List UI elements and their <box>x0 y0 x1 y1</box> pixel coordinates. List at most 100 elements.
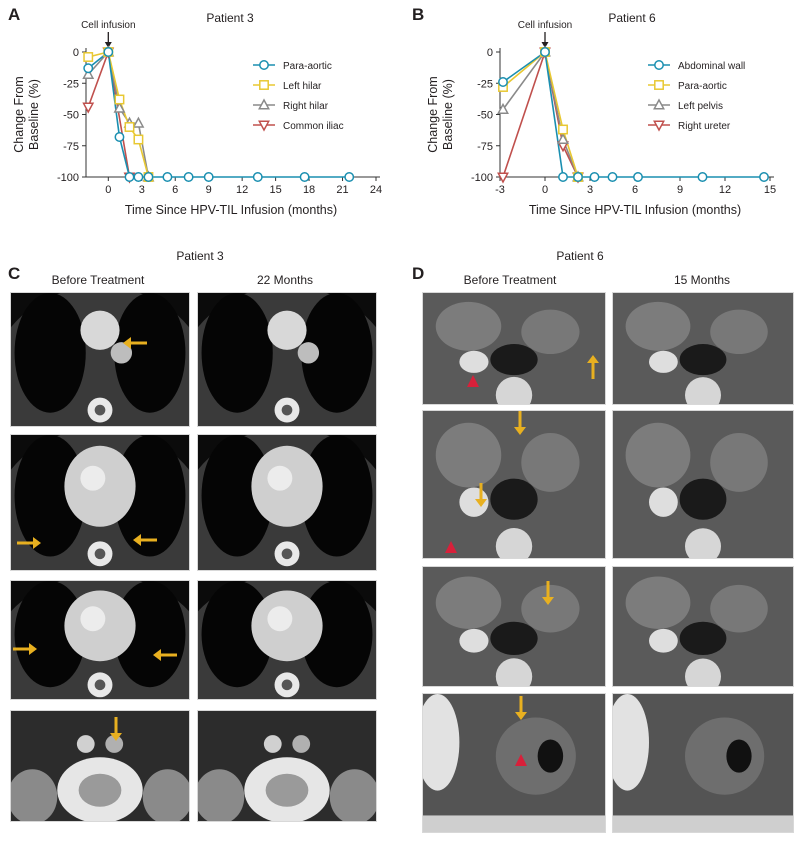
chart-title: Patient 6 <box>608 11 656 25</box>
ct-scan-image <box>422 410 606 559</box>
legend-marker <box>653 98 665 110</box>
ct-scan-image <box>10 710 190 822</box>
ct-scan-drawing <box>11 293 189 426</box>
legend-label: Right ureter <box>678 121 731 132</box>
ct-scan-image <box>422 566 606 687</box>
ct-scan-drawing <box>198 711 376 821</box>
ct-scan-drawing <box>198 581 376 699</box>
series-line <box>502 48 579 178</box>
y-tick-label: -100 <box>471 172 493 184</box>
lesion-arrow-head <box>133 534 141 546</box>
data-point <box>103 47 114 57</box>
x-tick-label: 18 <box>303 184 315 196</box>
aorta <box>80 465 106 491</box>
x-axis-label: Time Since HPV-TIL Infusion (months) <box>529 203 741 217</box>
contrast-bowel <box>649 487 678 517</box>
lung-right <box>114 435 186 557</box>
chart-title: Patient 3 <box>206 11 254 25</box>
spinal-canal <box>281 548 293 560</box>
data-point <box>759 172 769 182</box>
y-tick-label: -25 <box>477 78 493 90</box>
ct-scan-image <box>422 292 606 405</box>
vertebra <box>685 377 721 404</box>
data-point <box>557 132 569 144</box>
y-axis-label-line-1: Change From <box>12 76 26 152</box>
contrast-bowel <box>459 628 489 653</box>
vertebra <box>495 528 533 558</box>
panel-letter-c: C <box>8 264 21 283</box>
lesion-arrow-head <box>515 712 527 720</box>
x-tick-label: 15 <box>269 184 281 196</box>
vessel <box>297 342 320 364</box>
data-point <box>113 101 126 113</box>
ct-scan-image <box>197 710 377 822</box>
legend-marker <box>259 60 269 70</box>
lesion-arrow-head <box>29 643 37 655</box>
data-point <box>82 67 95 79</box>
table-bone <box>613 815 793 832</box>
bowel-loop <box>625 301 691 351</box>
y-axis-label-line-2: Baseline (%) <box>27 79 41 150</box>
data-point <box>133 134 144 145</box>
vertebra <box>685 658 721 686</box>
y-tick-label: -75 <box>477 141 493 153</box>
y-tick-label: -25 <box>63 78 79 90</box>
table-bone <box>423 815 605 832</box>
psoas-right <box>329 769 376 821</box>
x-tick-label: 24 <box>370 184 382 196</box>
panel-letter-a: A <box>8 5 21 24</box>
legend-label: Abdominal wall <box>678 61 745 72</box>
data-point <box>540 47 550 57</box>
gas-pocket <box>490 621 538 656</box>
data-point <box>114 94 125 105</box>
spinal-canal <box>281 679 293 691</box>
cell-infusion-arrow-head <box>104 42 112 48</box>
lung-left <box>14 435 86 557</box>
psoas-right <box>142 769 189 821</box>
data-point <box>132 116 145 128</box>
ct-scan-drawing <box>613 694 793 832</box>
psoas-left <box>198 769 245 821</box>
red-arrowhead <box>515 754 527 766</box>
cell-infusion-annotation: Cell infusion <box>518 20 572 31</box>
lesion-arrow-head <box>33 537 41 549</box>
aortic-arch <box>80 310 120 350</box>
ct-scan-drawing <box>613 411 793 558</box>
series-line <box>502 50 579 178</box>
ct-scan-image <box>197 580 377 700</box>
lung-right <box>301 435 373 557</box>
vertebra <box>685 528 721 558</box>
data-point <box>498 77 508 87</box>
ct-scan-drawing <box>423 411 605 558</box>
gas-pocket <box>490 344 538 376</box>
bowel-loop <box>435 576 502 629</box>
data-point <box>573 172 583 182</box>
gas-pocket <box>726 739 752 773</box>
legend-marker <box>654 60 664 70</box>
panel-d-col1-label: Before Treatment <box>463 273 557 287</box>
gas-pocket <box>537 739 564 773</box>
legend-marker <box>259 80 269 90</box>
ct-scan-drawing <box>198 293 376 426</box>
vertebra <box>495 658 533 686</box>
vertebra <box>495 376 533 404</box>
legend-label: Para-aortic <box>283 61 332 72</box>
y-axis-label: Change FromBaseline (%) <box>426 76 455 152</box>
ct-scan-image <box>10 292 190 427</box>
ct-scan-image <box>10 434 190 571</box>
y-tick-label: -100 <box>57 172 79 184</box>
iliac-bone <box>423 694 460 791</box>
bowel-loop <box>625 422 691 488</box>
x-tick-label: 0 <box>105 184 111 196</box>
lesion-arrow-head <box>587 355 599 363</box>
x-tick-label: 0 <box>542 184 548 196</box>
aorta <box>267 465 293 491</box>
bowel-loop <box>710 433 768 492</box>
gas-pocket <box>679 344 727 376</box>
panel-letter-b: B <box>412 5 425 24</box>
ct-scan-drawing <box>423 293 605 404</box>
ct-scan-drawing <box>423 567 605 686</box>
x-tick-label: 3 <box>139 184 145 196</box>
ct-scan-drawing <box>613 293 793 404</box>
data-point <box>344 172 355 182</box>
